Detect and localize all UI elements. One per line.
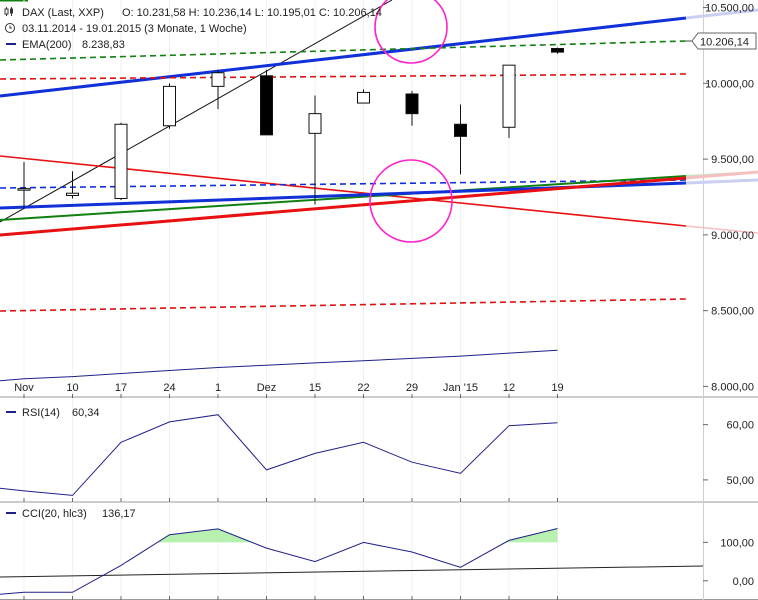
rsi-tick-label: 60,00 — [726, 420, 754, 432]
candle-body — [17, 188, 31, 191]
lower-blue-extension — [685, 178, 758, 185]
candle — [502, 64, 516, 138]
ema-legend-value: 8.238,83 — [82, 39, 125, 51]
x-tick-label: Dez — [257, 382, 277, 394]
candle-body — [405, 93, 419, 115]
ema-legend-name: EMA(200) — [22, 39, 72, 51]
cci-line — [0, 528, 558, 595]
thin-black-trendline — [0, 0, 393, 223]
green-dashed-line — [0, 40, 687, 61]
price-tick-label: 9.500,00 — [711, 154, 754, 166]
lower-highlight-circle — [369, 159, 453, 243]
candle — [17, 162, 31, 210]
cci-fill-segment — [169, 528, 218, 543]
cci-baseline — [0, 565, 704, 578]
x-tick-label: 19 — [551, 382, 563, 394]
red-declining-trendline — [0, 155, 687, 227]
red-rising-trendline — [0, 176, 687, 237]
price-tick-label: 8.000,00 — [711, 381, 754, 393]
candle-body — [357, 91, 370, 104]
period-label: 03.11.2014 - 19.01.2015 (3 Monate, 1 Woc… — [22, 23, 247, 35]
rsi-legend-name: RSI(14) — [22, 407, 60, 419]
candle — [405, 90, 419, 126]
rsi-axis: 60,00 50,00 — [703, 420, 754, 487]
candlestick-icon — [4, 7, 13, 16]
x-tick-label: Jan '15 — [443, 382, 478, 394]
chart-header: DAX (Last, XXP) O: 10.231,58 H: 10.236,1… — [4, 7, 382, 51]
candle — [66, 171, 79, 199]
candle-body — [308, 113, 322, 134]
x-tick-label: 29 — [406, 382, 418, 394]
x-tick-label: 10 — [66, 382, 78, 394]
cci-axis: 100,00 0,00 — [703, 537, 754, 588]
candles — [17, 47, 564, 210]
x-tick-label: 15 — [309, 382, 321, 394]
cci-overbought-fill — [157, 528, 558, 543]
blue-dashed-line — [0, 179, 687, 189]
rsi-tick-label: 50,00 — [726, 475, 754, 487]
x-tick-label: 1 — [215, 382, 221, 394]
x-tick-label: 22 — [357, 382, 369, 394]
red-dashed-line — [0, 73, 687, 80]
price-axis: 10.500,00 10.000,00 9.500,00 9.000,00 8.500,… — [703, 3, 754, 393]
x-tick-label: Nov — [14, 382, 34, 394]
candle-body — [551, 47, 564, 53]
candle-body — [502, 64, 516, 128]
lower-red-dashed-line — [0, 298, 687, 312]
candle — [551, 47, 564, 54]
candle — [454, 104, 467, 175]
candle-body — [66, 192, 79, 196]
cci-panel: CCI(20, hlc3) 136,17 100,00 0,00 — [0, 508, 754, 595]
candle — [211, 69, 225, 110]
candle-body — [114, 123, 128, 200]
cci-legend-name: CCI(20, hlc3) — [22, 508, 87, 520]
x-tick-label: 17 — [115, 382, 127, 394]
candle-body — [454, 123, 467, 137]
candle — [163, 83, 176, 129]
rsi-panel: RSI(14) 60,34 60,00 50,00 — [0, 407, 754, 496]
upper-blue-trendline — [0, 16, 687, 98]
rsi-line — [0, 414, 558, 496]
price-tick-label: 8.500,00 — [711, 306, 754, 318]
cci-tick-label: 100,00 — [720, 537, 754, 549]
upper-highlight-circle — [374, 0, 448, 64]
cci-legend-value: 136,17 — [102, 508, 136, 520]
red-rising-extension — [685, 170, 758, 180]
price-tick-label: 10.000,00 — [705, 78, 754, 90]
candle — [357, 89, 370, 104]
red-declining-extension — [685, 225, 758, 234]
candle-body — [260, 75, 273, 136]
candle-body — [211, 72, 225, 87]
ema200-line — [0, 349, 558, 382]
candle — [308, 95, 322, 205]
trendlines — [0, 0, 758, 312]
upper-blue-trendline-extension — [685, 8, 758, 20]
price-tick-label: 9.000,00 — [711, 230, 754, 242]
x-tick-label: 12 — [503, 382, 515, 394]
x-tick-label: 24 — [163, 382, 175, 394]
x-axis-labels: Nov 10 17 24 1 Dez 15 22 29 Jan '15 12 19 — [14, 382, 563, 394]
candle-body — [163, 85, 176, 127]
price-tick-label: 10.500,00 — [705, 3, 754, 15]
last-price-marker: 10.206,14 — [686, 32, 757, 50]
clock-icon — [5, 23, 15, 33]
cci-tick-label: 0,00 — [733, 576, 754, 588]
candle — [114, 122, 128, 201]
green-trendline — [0, 175, 687, 221]
rsi-legend-value: 60,34 — [72, 407, 100, 419]
x-axis-ticks — [23, 394, 558, 600]
last-price-label: 10.206,14 — [700, 37, 749, 49]
instrument-label: DAX (Last, XXP) — [22, 7, 104, 19]
ohlc-values: O: 10.231,58 H: 10.236,14 L: 10.195,01 C… — [122, 7, 382, 19]
candle — [260, 69, 273, 136]
